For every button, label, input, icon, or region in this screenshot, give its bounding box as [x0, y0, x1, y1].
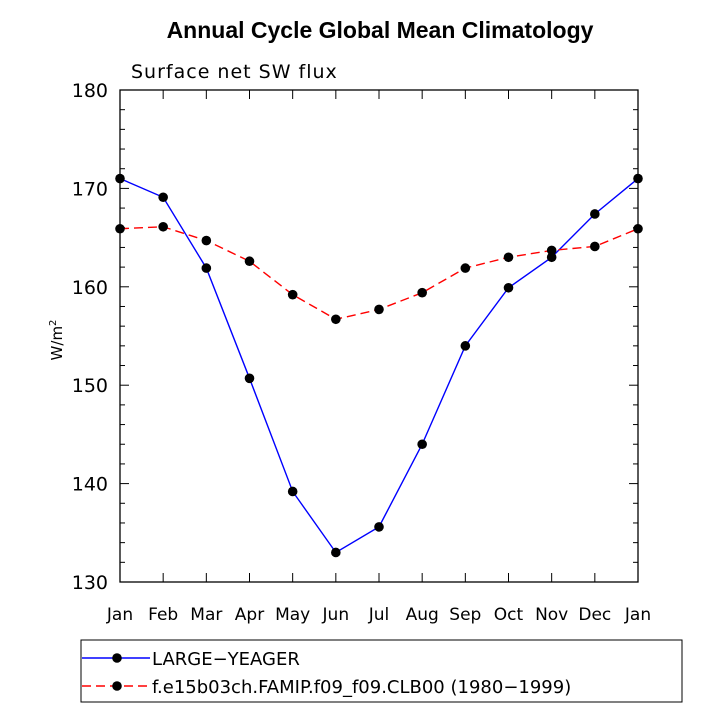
series-1-point — [287, 486, 298, 497]
series-1-point — [546, 252, 557, 263]
series-2-point — [331, 314, 341, 325]
x-tick-label: Oct — [494, 605, 524, 625]
series-1-point — [201, 263, 212, 273]
x-tick-label: Jan — [106, 605, 133, 625]
x-tick-label: Aug — [406, 605, 439, 625]
y-tick-label: 180 — [72, 80, 108, 102]
x-tick-label: Jan — [624, 605, 651, 625]
series-2-point — [460, 263, 471, 273]
series-1-point — [417, 439, 427, 450]
x-tick-label: Feb — [148, 605, 178, 625]
series-2-point — [115, 223, 125, 234]
series-layer — [115, 173, 643, 558]
x-tick-label: Jul — [368, 605, 390, 625]
series-1-point — [460, 341, 471, 351]
series-1-point — [244, 373, 255, 384]
series-2-point — [546, 245, 557, 256]
series-1-point — [503, 282, 514, 293]
y-tick-label: 170 — [72, 178, 108, 200]
y-axis-label-text: W/m — [48, 326, 66, 361]
y-tick-label: 160 — [72, 277, 108, 299]
chart-subtitle: Surface net SW flux — [131, 61, 338, 83]
legend-label-2: f.e15b03ch.FAMIP.f09_f09.CLB00 (1980−199… — [152, 677, 571, 698]
legend-box — [80, 639, 683, 703]
series-2-point — [503, 252, 514, 263]
x-tick-labels: Jan Feb Mar Apr May Jun Jul Aug Sep Oct Nov Dec Jan — [106, 605, 651, 625]
series-1-point — [158, 192, 168, 203]
series-line-1 — [119, 177, 639, 554]
y-axis-label: W/m2 — [48, 320, 66, 361]
legend-marker-2 — [112, 681, 122, 691]
series-2-point — [158, 221, 168, 232]
series-2-point — [244, 256, 255, 267]
axis-ticks — [119, 89, 639, 583]
legend-label-1: LARGE−YEAGER — [152, 649, 300, 670]
legend: LARGE−YEAGER f.e15b03ch.FAMIP.f09_f09.CLB… — [82, 649, 571, 698]
x-tick-label: Sep — [449, 605, 481, 625]
y-tick-label: 130 — [72, 572, 108, 594]
x-tick-label: Apr — [235, 605, 264, 625]
series-2-point — [417, 287, 427, 298]
series-1-point — [590, 209, 600, 219]
plot-frame — [119, 89, 639, 583]
x-tick-label: Dec — [578, 605, 611, 625]
y-axis-label-superscript: 2 — [48, 320, 59, 326]
y-tick-label: 140 — [72, 474, 108, 496]
series-1-point — [331, 547, 341, 558]
x-tick-label: Nov — [535, 605, 568, 625]
chart-title: Annual Cycle Global Mean Climatology — [167, 17, 594, 43]
legend-marker-1 — [112, 653, 122, 663]
series-2-point — [374, 304, 384, 315]
series-2-point — [201, 235, 212, 246]
series-1-point — [115, 173, 125, 184]
x-tick-label: Jun — [322, 605, 350, 625]
y-tick-label: 150 — [72, 375, 108, 397]
series-2-point — [633, 223, 643, 234]
series-2-point — [590, 241, 600, 252]
series-2-point — [287, 289, 298, 300]
series-1-point — [633, 173, 643, 184]
series-1-point — [374, 522, 384, 532]
x-tick-label: May — [275, 605, 310, 625]
y-tick-labels: 130 140 150 160 170 180 — [72, 80, 108, 594]
x-tick-label: Mar — [190, 605, 222, 625]
